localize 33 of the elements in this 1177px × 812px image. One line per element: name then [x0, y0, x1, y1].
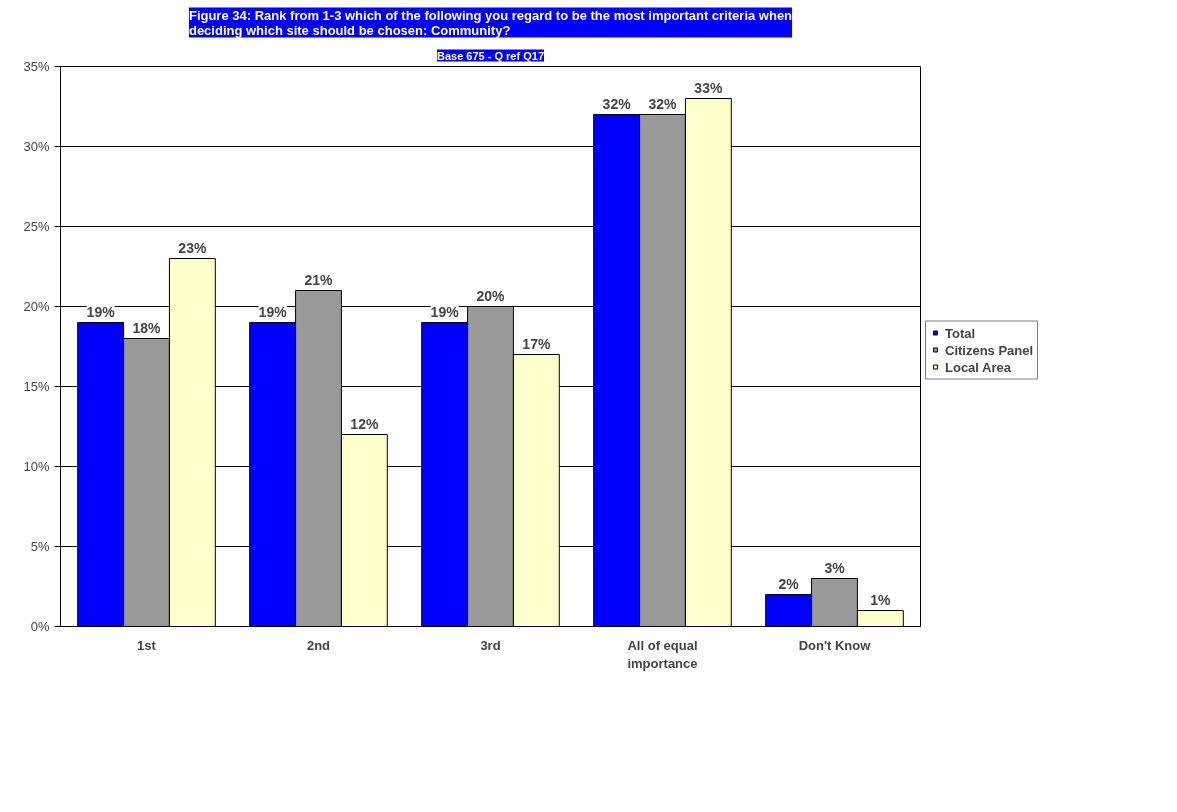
data-label: 18% [132, 319, 162, 336]
y-tick-label: 0% [30, 619, 50, 634]
data-label: 19% [86, 303, 116, 320]
data-label: 19% [258, 303, 288, 320]
y-tick-label: 15% [23, 379, 50, 394]
x-tick-label: 3rd [480, 637, 501, 653]
x-tick-label: 2nd [306, 637, 331, 653]
data-label: 17% [522, 335, 551, 352]
data-label: 21% [304, 271, 334, 288]
data-label: 23% [178, 239, 207, 256]
data-label: 3% [824, 559, 846, 576]
x-tick-label: All of equal importance [627, 637, 698, 671]
y-tick-label: 35% [23, 59, 50, 74]
chart-subtitle: Base 675 - Q ref Q17 [437, 49, 545, 62]
y-tick-label: 25% [23, 219, 50, 234]
y-tick-label: 10% [23, 459, 50, 474]
data-label: 1% [870, 591, 892, 608]
x-tick-label: 1st [137, 637, 157, 653]
data-label: 20% [476, 287, 506, 304]
data-label: 12% [350, 415, 379, 432]
data-label: 33% [694, 79, 723, 96]
data-label: 32% [602, 95, 632, 112]
y-tick-label: 5% [30, 539, 50, 554]
legend-label: Citizens Panel [945, 342, 1034, 357]
y-tick-label: 30% [23, 139, 50, 154]
data-label: 2% [778, 575, 800, 592]
legend-label: Total [945, 325, 976, 340]
data-label: 19% [430, 303, 460, 320]
legend-label: Local Area [945, 359, 1011, 374]
x-tick-label: Don't Know [798, 637, 872, 653]
chart-title: Figure 34: Rank from 1-3 which of the following you regard to be the most important criteria when deciding which site should be chosen: Community? [188, 7, 793, 38]
y-tick-label: 20% [23, 299, 50, 314]
data-label: 32% [648, 95, 678, 112]
